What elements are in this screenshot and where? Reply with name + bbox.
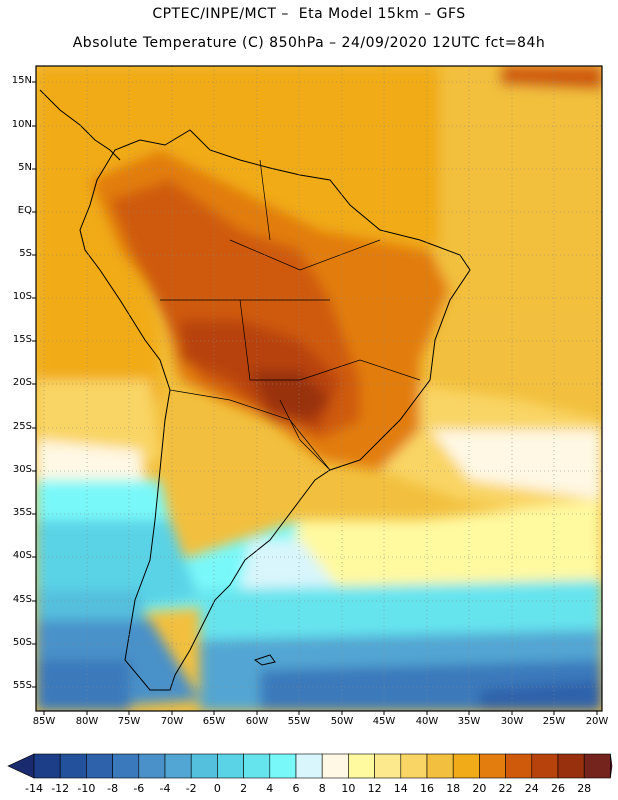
colorbar-tick-label: -6 bbox=[133, 782, 145, 795]
central-america-outline bbox=[39, 89, 121, 161]
temperature-field bbox=[36, 66, 602, 711]
lat-ticks bbox=[32, 81, 36, 688]
lat-label: 30S bbox=[12, 464, 32, 475]
colorbar-tick-label: 4 bbox=[266, 782, 274, 795]
colorbar-swatch bbox=[138, 753, 166, 779]
lat-label: 15S bbox=[12, 334, 32, 345]
lon-label: 65W bbox=[202, 716, 226, 727]
colorbar-tick-label: 10 bbox=[341, 782, 356, 795]
lat-label: EQ bbox=[17, 205, 32, 216]
colorbar-swatch bbox=[400, 753, 428, 779]
lat-label: 40S bbox=[12, 550, 32, 561]
lon-label: 55W bbox=[287, 716, 311, 727]
colorbar-tick-label: 6 bbox=[292, 782, 300, 795]
lat-label: 45S bbox=[12, 594, 32, 605]
colorbar-swatch bbox=[295, 753, 323, 779]
colorbar-low-arrow bbox=[7, 753, 35, 779]
colorbar-swatch bbox=[348, 753, 375, 779]
colorbar-tick-label: 24 bbox=[524, 782, 539, 795]
colorbar bbox=[7, 753, 613, 779]
lat-label: 55S bbox=[12, 680, 32, 691]
colorbar-swatch bbox=[557, 753, 585, 779]
colorbar-tick-label: 12 bbox=[367, 782, 382, 795]
lon-label: 80W bbox=[75, 716, 99, 727]
colorbar-swatch bbox=[321, 753, 349, 779]
colorbar-tick-label: 18 bbox=[446, 782, 461, 795]
lon-label: 70W bbox=[160, 716, 184, 727]
lon-label: 30W bbox=[500, 716, 524, 727]
colorbar-swatch bbox=[374, 753, 402, 779]
colorbar-swatch bbox=[33, 753, 61, 779]
lon-label: 20W bbox=[585, 716, 609, 727]
lat-label: 5S bbox=[19, 248, 32, 259]
colorbar-swatch bbox=[190, 753, 218, 779]
colorbar-tick-label: 8 bbox=[318, 782, 326, 795]
lat-label: 10S bbox=[12, 291, 32, 302]
colorbar-tick-label: 16 bbox=[420, 782, 434, 795]
colorbar-swatch bbox=[164, 753, 192, 779]
colorbar-swatch bbox=[59, 753, 87, 779]
south-america-outline bbox=[79, 129, 471, 691]
lon-label: 40W bbox=[415, 716, 439, 727]
colorbar-tick-label: -14 bbox=[25, 782, 43, 795]
lat-label: 15N bbox=[11, 75, 32, 86]
colorbar-tick-label: 14 bbox=[393, 782, 408, 795]
colorbar-swatch bbox=[583, 753, 611, 779]
colorbar-tick-label: 28 bbox=[577, 782, 592, 795]
coastlines bbox=[39, 89, 471, 691]
colorbar-tick-label: -12 bbox=[51, 782, 70, 795]
colorbar-tick-label: -10 bbox=[77, 782, 96, 795]
colorbar-tick-label: 26 bbox=[551, 782, 565, 795]
colorbar-swatch bbox=[243, 753, 271, 779]
colorbar-tick-label: 0 bbox=[213, 782, 221, 795]
lat-label: 35S bbox=[12, 507, 32, 518]
falkland-islands-outline bbox=[253, 654, 276, 666]
country-borders bbox=[160, 159, 421, 471]
colorbar-swatch bbox=[479, 753, 506, 779]
lon-label: 60W bbox=[245, 716, 269, 727]
colorbar-tick-label: -2 bbox=[185, 782, 197, 795]
colorbar-tick-label: 2 bbox=[240, 782, 248, 795]
colorbar-swatch bbox=[217, 753, 244, 779]
lon-label: 25W bbox=[542, 716, 566, 727]
colorbar-tick-label: 22 bbox=[498, 782, 513, 795]
title-line-2: Absolute Temperature (C) 850hPa – 24/09/… bbox=[72, 35, 546, 51]
colorbar-swatch bbox=[452, 753, 480, 779]
map-frame bbox=[35, 65, 603, 712]
colorbar-swatch bbox=[86, 753, 113, 779]
colorbar-swatch bbox=[505, 753, 533, 779]
lat-label: 10N bbox=[11, 119, 32, 130]
lat-label: 25S bbox=[12, 421, 32, 432]
lat-label: 5N bbox=[18, 162, 32, 173]
colorbar-high-arrow bbox=[610, 753, 613, 779]
lat-label: 20S bbox=[12, 377, 32, 388]
lat-label: 50S bbox=[12, 637, 32, 648]
lon-label: 45W bbox=[372, 716, 396, 727]
lon-ticks bbox=[43, 711, 598, 715]
title-line-1: CPTEC/INPE/MCT – Eta Model 15km – GFS bbox=[152, 6, 466, 22]
colorbar-tick-label: -8 bbox=[107, 782, 119, 795]
colorbar-swatch bbox=[426, 753, 454, 779]
colorbar-swatch bbox=[531, 753, 559, 779]
lon-label: 75W bbox=[117, 716, 141, 727]
lon-label: 85W bbox=[32, 716, 56, 727]
colorbar-tick-label: 20 bbox=[472, 782, 487, 795]
colorbar-swatch bbox=[112, 753, 140, 779]
colorbar-tick-label: -4 bbox=[159, 782, 171, 795]
lon-label: 50W bbox=[330, 716, 354, 727]
lon-label: 35W bbox=[457, 716, 481, 727]
colorbar-swatch bbox=[269, 753, 297, 779]
